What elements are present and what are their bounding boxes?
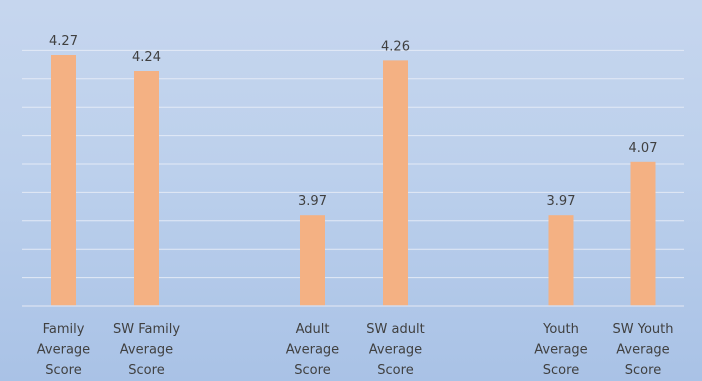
category-label: Family Average Score — [37, 322, 90, 378]
category-label-line: Score — [128, 363, 164, 378]
category-label-line: SW adult — [366, 322, 424, 337]
category-label-line: Score — [377, 363, 413, 378]
category-label-line: Score — [294, 363, 330, 378]
category-label: SW adult Average Score — [366, 322, 424, 378]
bar — [134, 71, 159, 306]
category-label-line: Average — [369, 343, 422, 358]
gridlines — [22, 49, 684, 279]
bars — [51, 55, 656, 307]
data-labels: 4.27 4.24 3.97 4.26 3.97 4.07 — [49, 34, 657, 209]
category-label-line: SW Youth — [613, 322, 674, 337]
category-label-line: Average — [286, 343, 339, 358]
category-label-line: Score — [625, 363, 661, 378]
category-label-line: Score — [543, 363, 579, 378]
category-label-line: Average — [534, 343, 587, 358]
bar — [51, 55, 76, 306]
category-label-line: SW Family — [113, 322, 180, 337]
bar — [548, 215, 574, 306]
data-label: 4.07 — [629, 141, 658, 156]
data-label: 3.97 — [298, 194, 327, 209]
category-label: SW Family Average Score — [113, 322, 180, 378]
category-label-line: Family — [43, 322, 85, 337]
data-label: 4.26 — [381, 39, 410, 54]
category-label-line: Youth — [542, 322, 579, 337]
data-label: 3.97 — [547, 194, 576, 209]
category-label-line: Average — [120, 343, 173, 358]
category-label-line: Average — [616, 343, 669, 358]
bar — [300, 215, 325, 306]
category-label-line: Score — [45, 363, 81, 378]
category-label: Adult Average Score — [286, 322, 339, 378]
data-label: 4.24 — [132, 50, 161, 65]
category-label: Youth Average Score — [534, 322, 587, 378]
category-label-line: Average — [37, 343, 90, 358]
bar — [383, 60, 408, 307]
data-label: 4.27 — [49, 34, 78, 49]
category-label: SW Youth Average Score — [613, 322, 674, 378]
category-label-line: Adult — [296, 322, 330, 337]
bar — [630, 161, 656, 306]
